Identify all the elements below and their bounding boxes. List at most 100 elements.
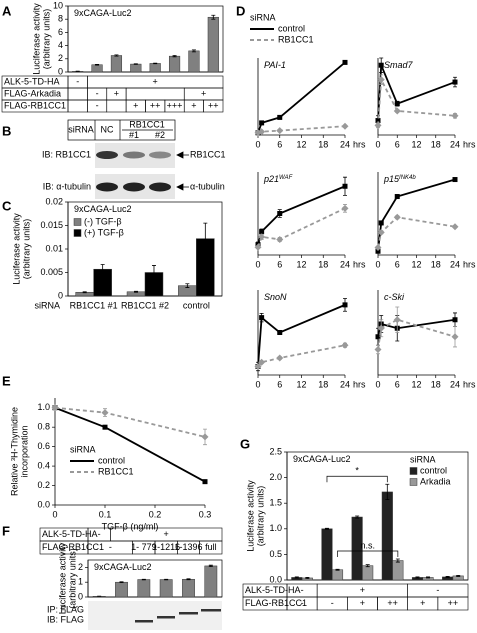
error-bar [186, 578, 191, 581]
legend-label: RB1CC1 [278, 34, 314, 44]
chart-title: PAI-1 [264, 60, 286, 70]
table-cell-text: ++ [387, 598, 398, 608]
error-bar [82, 291, 87, 294]
table-cell-text: - [109, 542, 112, 552]
table-cell-text: + [153, 76, 158, 86]
legend-title: siRNA [70, 444, 96, 454]
chart-title: SnoN [264, 292, 287, 302]
table-row-label: FLAG-RB1CC1 [4, 100, 66, 110]
blot-band [157, 616, 175, 619]
x-tick-label: 18 [431, 259, 441, 269]
y-tick-label: 0 [58, 290, 63, 300]
y-axis-label: (arbitrary units) [41, 9, 51, 70]
error-bar [456, 574, 461, 577]
lane-label: #2 [155, 130, 165, 140]
y-tick-label: 0.8 [37, 422, 50, 432]
band-label: α-tubulin [190, 181, 225, 191]
chart-title: 9xCAGA-Luc2 [74, 204, 132, 214]
significance-bracket [337, 550, 399, 558]
table-row-label: FLAG-Arkadia [4, 88, 61, 98]
x-tick-label: 0 [375, 259, 380, 269]
y-tick-label: 0.01 [45, 243, 63, 253]
legend-title: siRNA [410, 454, 436, 464]
table-cell-text: +++ [167, 100, 183, 110]
x-tick-label: 24 [450, 259, 460, 269]
error-bar [208, 564, 213, 568]
y-axis-label: Luciferase activity [31, 3, 41, 75]
y-tick-label: 4 [58, 40, 63, 50]
marker [375, 248, 381, 254]
table-cell-text: + [201, 88, 206, 98]
table-cell-text: - [98, 529, 101, 539]
line [257, 125, 346, 134]
blot-band [149, 182, 171, 192]
error-bar [203, 222, 208, 255]
title-text: 9xCAGA-Luc2 [293, 454, 351, 464]
bar [188, 50, 200, 73]
line [377, 64, 456, 121]
bar [159, 579, 173, 598]
blot-band [179, 612, 198, 615]
panel-letter: B [2, 123, 11, 138]
legend-label: control [420, 465, 447, 475]
panel-letter: C [2, 198, 12, 213]
bar [207, 16, 219, 73]
marker [277, 114, 283, 120]
table-cell-text: - [96, 100, 99, 110]
marker [258, 358, 266, 366]
blot-header [67, 119, 176, 141]
chart-title: Smad7 [384, 60, 414, 70]
bar [204, 565, 218, 598]
error-bar [355, 515, 360, 519]
marker [377, 324, 385, 332]
marker [341, 122, 349, 130]
marker [377, 228, 385, 236]
error-bar [164, 578, 169, 581]
chart-title: p21WAF [263, 174, 293, 184]
legend-label: control [278, 23, 305, 33]
error-bar [365, 564, 370, 568]
marker [394, 194, 400, 200]
y-axis-label: Relative ³H-Thymidine [9, 407, 19, 496]
y-axis-label: Luciferase activity [57, 542, 67, 614]
marker [375, 118, 381, 124]
y-tick-label: 1.0 [269, 523, 282, 533]
bar [321, 528, 333, 581]
chart-title: 9xCAGA-Luc2 [293, 454, 351, 464]
x-tick-label: 18 [318, 139, 328, 149]
legend-label: Arkadia [420, 476, 451, 486]
blot-band [123, 151, 145, 159]
y-axis-label: Luciferase activity [245, 480, 255, 552]
annotation: * [355, 466, 359, 476]
table-cell-text: - [96, 88, 99, 98]
x-tick-label: 24 [340, 259, 350, 269]
y-tick-label: 0.015 [40, 220, 63, 230]
marker [342, 183, 348, 189]
bar [130, 63, 142, 73]
table-cell-text: ++ [150, 100, 161, 110]
y-tick-label: 2.5 [269, 446, 282, 456]
y-tick-label: 0.02 [45, 196, 63, 206]
legend-label: control [98, 455, 125, 465]
marker [452, 79, 458, 85]
error-bar [153, 62, 158, 65]
lane-group-label: RB1CC1 [129, 119, 165, 129]
bar [110, 55, 123, 73]
title-superscript: INK4b [399, 175, 416, 181]
error-bar [134, 290, 139, 293]
y-tick-label: 0.0 [37, 499, 50, 509]
marker [452, 317, 458, 323]
blot-band [123, 182, 145, 192]
x-tick-label: 12 [411, 139, 421, 149]
arrow [176, 183, 189, 191]
y-tick-label: 0 [78, 591, 83, 601]
table-cell-text: - [436, 585, 439, 595]
y-tick-label: 2.0 [269, 472, 282, 482]
marker [276, 354, 284, 362]
marker [393, 213, 401, 221]
marker [393, 107, 401, 115]
blot-band [96, 182, 118, 192]
table-cell-text: - [301, 585, 304, 595]
y-tick-label: 0.4 [37, 460, 50, 470]
x-tick-label: 18 [431, 379, 441, 389]
